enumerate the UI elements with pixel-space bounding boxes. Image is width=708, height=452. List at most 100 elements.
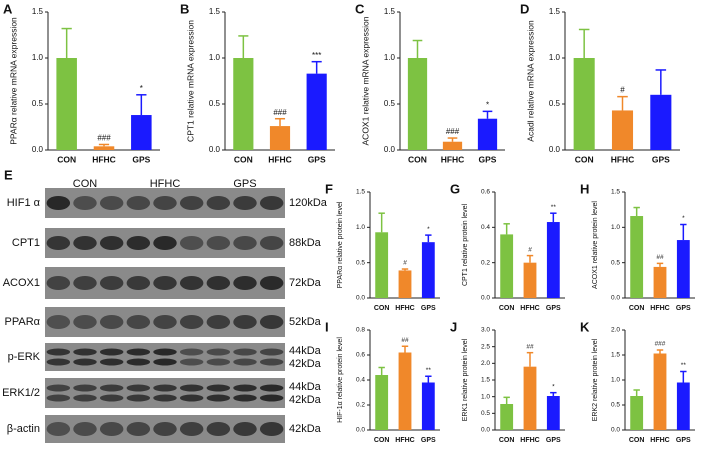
x-tick-label: HFHC bbox=[268, 154, 292, 164]
y-tick-label: 0.0 bbox=[611, 295, 620, 302]
y-tick-label: 2.0 bbox=[481, 360, 490, 367]
blot-band bbox=[206, 422, 231, 436]
significance-label: ** bbox=[681, 362, 687, 369]
y-tick-label: 1.0 bbox=[611, 224, 620, 231]
blot-band bbox=[259, 348, 284, 356]
blot-band bbox=[259, 276, 284, 290]
x-tick-label: GPS bbox=[676, 437, 691, 444]
x-tick-label: GPS bbox=[421, 305, 436, 312]
y-tick-label: 0.0 bbox=[611, 427, 620, 434]
y-axis-label: ERK2 relative protein level bbox=[592, 338, 599, 421]
size-label: 88kDa bbox=[289, 237, 322, 249]
blot-band bbox=[179, 394, 204, 402]
y-tick-label: 0.5 bbox=[481, 410, 490, 417]
blot-band bbox=[153, 196, 177, 210]
y-tick-label: 1.0 bbox=[384, 53, 396, 62]
x-tick-label: HFHC bbox=[520, 437, 539, 444]
significance-label: * bbox=[486, 100, 489, 109]
size-label: 120kDa bbox=[289, 197, 328, 209]
blot-band bbox=[179, 196, 204, 210]
group-label: CON bbox=[73, 178, 98, 190]
blot-band bbox=[73, 315, 97, 329]
y-tick-label: 1.5 bbox=[209, 7, 221, 16]
blot-band bbox=[126, 384, 151, 392]
blot-band bbox=[99, 348, 124, 356]
blot-band bbox=[233, 276, 257, 290]
significance-label: # bbox=[528, 246, 532, 253]
y-axis-label: ACOX1 relative mRNA expression bbox=[360, 16, 370, 145]
blot-band bbox=[99, 236, 124, 250]
y-tick-label: 1.5 bbox=[356, 189, 365, 196]
panel-letter: C bbox=[355, 1, 365, 16]
blot-band bbox=[233, 394, 257, 402]
y-tick-label: 1.5 bbox=[481, 377, 490, 384]
y-tick-label: 0.5 bbox=[611, 402, 620, 409]
x-tick-label: GPS bbox=[308, 154, 326, 164]
x-tick-label: CON bbox=[408, 154, 427, 164]
significance-label: * bbox=[682, 215, 685, 222]
size-label: 42kDa bbox=[289, 394, 322, 406]
x-tick-label: CON bbox=[374, 437, 390, 444]
blot-band bbox=[99, 358, 124, 366]
blot-band bbox=[73, 358, 97, 366]
blot-band bbox=[259, 422, 284, 436]
panel-letter: J bbox=[450, 319, 457, 334]
bar bbox=[630, 396, 644, 430]
blot-band bbox=[233, 384, 257, 392]
bar bbox=[676, 382, 690, 430]
bar bbox=[611, 110, 634, 150]
size-label: 42kDa bbox=[289, 358, 322, 370]
blot-band bbox=[46, 236, 71, 250]
bar bbox=[421, 242, 435, 298]
y-axis-label: ERK1 relative protein level bbox=[462, 338, 469, 421]
bar bbox=[421, 382, 435, 430]
size-label: 42kDa bbox=[289, 423, 322, 435]
panel-letter: I bbox=[325, 319, 329, 334]
y-tick-label: 0.5 bbox=[384, 99, 396, 108]
blot-band bbox=[153, 384, 177, 392]
bar bbox=[233, 58, 254, 150]
blot-band bbox=[46, 196, 71, 210]
bar bbox=[523, 262, 537, 298]
x-tick-label: CON bbox=[499, 305, 515, 312]
bar bbox=[500, 234, 514, 298]
blot-band bbox=[206, 348, 231, 356]
x-tick-label: HFHC bbox=[441, 154, 465, 164]
blot-band bbox=[126, 236, 151, 250]
y-axis-label: ACOX1 relative protein level bbox=[592, 201, 599, 289]
x-tick-label: HFHC bbox=[92, 154, 116, 164]
y-tick-label: 2.0 bbox=[611, 327, 620, 334]
y-tick-label: 0.6 bbox=[356, 352, 365, 359]
bar bbox=[131, 115, 152, 150]
y-axis-label: CPT1 relative mRNA expression bbox=[185, 20, 195, 142]
bar bbox=[375, 232, 389, 298]
y-axis-label: HIF-1α relative protein level bbox=[337, 337, 344, 423]
x-tick-label: CON bbox=[575, 154, 594, 164]
blot-band bbox=[259, 384, 284, 392]
significance-label: ## bbox=[526, 343, 534, 350]
blot-band bbox=[73, 276, 97, 290]
blot-band bbox=[46, 315, 71, 329]
y-tick-label: 0.5 bbox=[549, 99, 561, 108]
blot-band bbox=[153, 348, 177, 356]
blot-band bbox=[259, 394, 284, 402]
bar bbox=[407, 58, 428, 150]
bar bbox=[650, 94, 672, 150]
y-tick-label: 1.0 bbox=[209, 53, 221, 62]
x-tick-label: HFHC bbox=[611, 154, 635, 164]
blot-band bbox=[179, 384, 204, 392]
panel-letter: H bbox=[580, 181, 589, 196]
size-label: 44kDa bbox=[289, 345, 322, 357]
blot-band bbox=[233, 196, 257, 210]
blot-band bbox=[46, 276, 71, 290]
blot-band bbox=[46, 394, 71, 402]
x-tick-label: HFHC bbox=[650, 305, 669, 312]
y-axis-label: CPT1 relative protein level bbox=[462, 204, 469, 287]
x-tick-label: GPS bbox=[676, 305, 691, 312]
blot-band bbox=[126, 348, 151, 356]
x-tick-label: GPS bbox=[652, 154, 670, 164]
blot-band bbox=[153, 315, 177, 329]
bar bbox=[653, 353, 667, 430]
blot-band bbox=[73, 422, 97, 436]
y-tick-label: 0.4 bbox=[356, 377, 365, 384]
